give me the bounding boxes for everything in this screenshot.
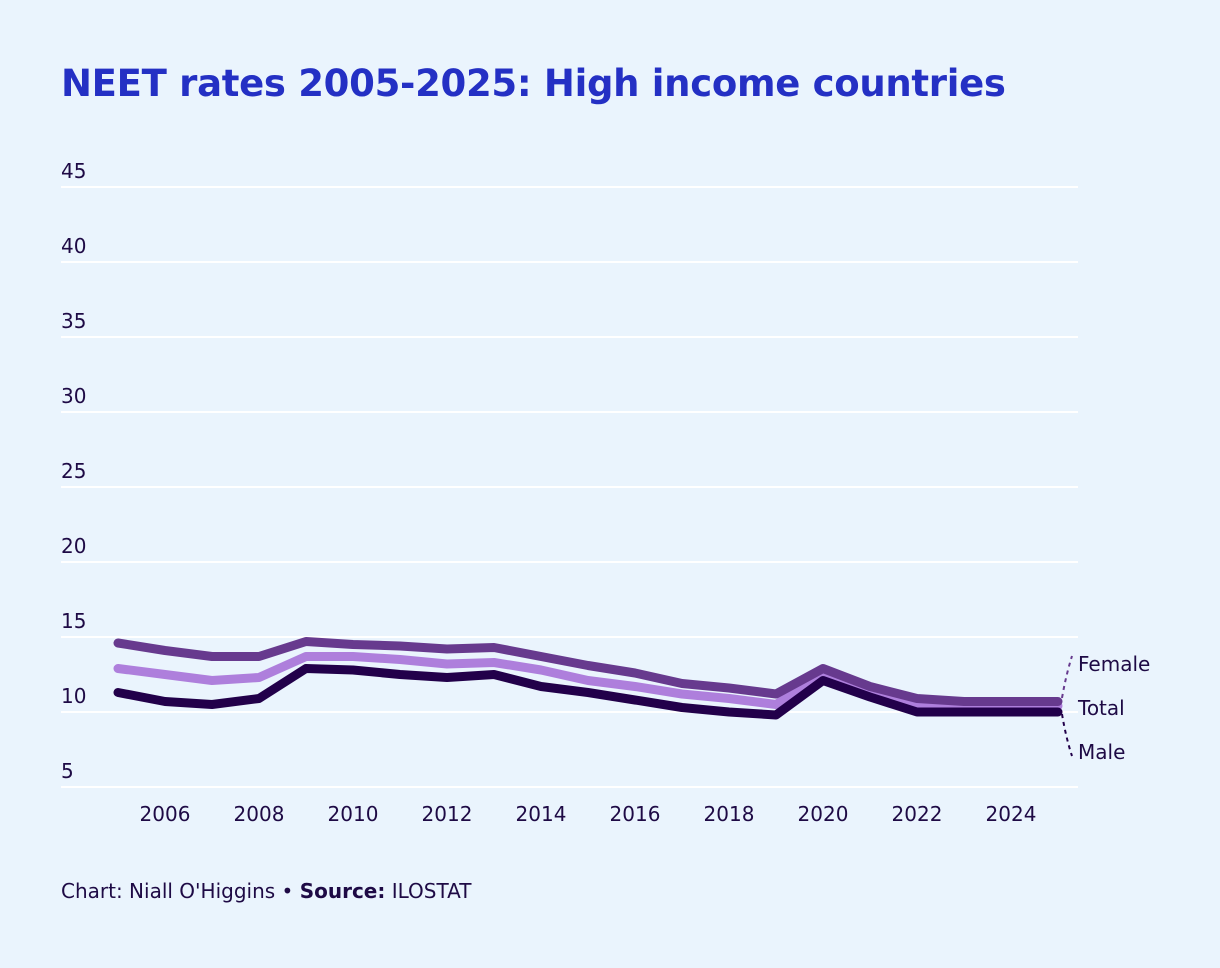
leader-line-female bbox=[1061, 655, 1073, 699]
y-tick-label: 45 bbox=[61, 159, 86, 183]
series-label-male: Male bbox=[1078, 740, 1125, 764]
series-line-female bbox=[113, 637, 1063, 706]
caption-source-label: Source: bbox=[299, 879, 386, 903]
y-tick-label: 40 bbox=[61, 234, 86, 258]
caption-author: Chart: Niall O'Higgins • bbox=[61, 879, 300, 903]
x-tick-label: 2016 bbox=[610, 802, 661, 826]
y-tick-label: 25 bbox=[61, 459, 86, 483]
series-line-male bbox=[113, 664, 1063, 720]
x-tick-label: 2006 bbox=[140, 802, 191, 826]
series-label-total: Total bbox=[1077, 696, 1125, 720]
x-tick-label: 2008 bbox=[234, 802, 285, 826]
caption: Chart: Niall O'Higgins • Source: ILOSTAT bbox=[61, 879, 472, 903]
y-tick-label: 10 bbox=[61, 684, 86, 708]
series-line-total bbox=[113, 652, 1063, 711]
x-tick-label: 2014 bbox=[516, 802, 567, 826]
caption-source: ILOSTAT bbox=[385, 879, 472, 903]
y-tick-label: 5 bbox=[61, 759, 74, 783]
x-tick-label: 2018 bbox=[704, 802, 755, 826]
line-chart: 5 10 15 20 25 30 35 40 45 2006 2008 2010 2012 2014 201… bbox=[61, 159, 1150, 826]
leader-line-male bbox=[1061, 713, 1073, 757]
x-tick-label: 2012 bbox=[422, 802, 473, 826]
y-tick-label: 20 bbox=[61, 534, 86, 558]
y-tick-label: 30 bbox=[61, 384, 86, 408]
x-tick-label: 2024 bbox=[986, 802, 1037, 826]
series-label-female: Female bbox=[1078, 652, 1150, 676]
chart-title: NEET rates 2005-2025: High income countr… bbox=[61, 62, 1006, 105]
x-tick-label: 2010 bbox=[328, 802, 379, 826]
y-tick-label: 15 bbox=[61, 609, 86, 633]
x-tick-label: 2020 bbox=[798, 802, 849, 826]
x-tick-label: 2022 bbox=[892, 802, 943, 826]
y-tick-label: 35 bbox=[61, 309, 86, 333]
